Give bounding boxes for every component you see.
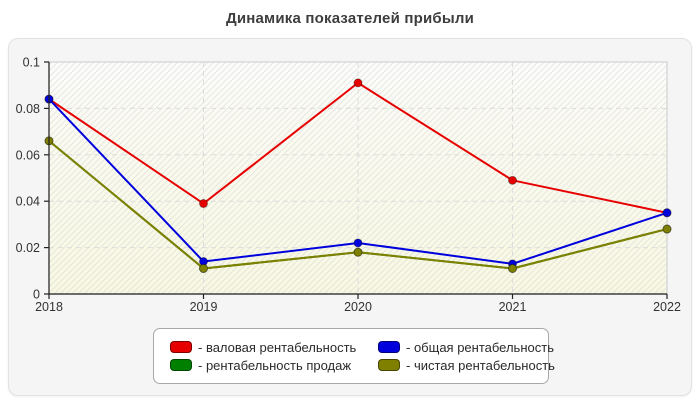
x-tick-label: 2019 xyxy=(190,300,218,314)
line-chart: 0 0.02 0.04 0.06 0.08 0.1 2018 2019 2020 2021 2022 xyxy=(16,56,681,315)
data-point-чистая рентабельность-2021 xyxy=(508,263,517,273)
plot-area-hatch xyxy=(49,62,667,294)
legend-item-чистая рентабельность: - чистая рентабельность xyxy=(378,358,555,373)
y-tick-label: 0.08 xyxy=(16,102,40,116)
data-point-валовая рентабельность-2020 xyxy=(353,78,363,88)
legend-label: - рентабельность продаж xyxy=(198,357,352,373)
legend-label: - валовая рентабельность xyxy=(198,339,357,355)
y-tick-label: 0.1 xyxy=(23,56,40,70)
chart-title: Динамика показателей прибыли xyxy=(225,10,475,27)
legend-item-валовая рентабельность: - валовая рентабельность xyxy=(170,340,378,355)
y-tick-label: 0 xyxy=(33,288,40,302)
legend-label: - чистая рентабельность xyxy=(406,357,555,373)
y-tick-label: 0.06 xyxy=(16,148,40,162)
chart-panel: 0 0.02 0.04 0.06 0.08 0.1 2018 2019 2020 2021 2022… xyxy=(8,38,692,396)
x-tick-label: 2022 xyxy=(653,300,681,314)
legend-label: - общая рентабельность xyxy=(406,339,554,355)
legend-swatch-icon xyxy=(378,359,400,371)
y-tick-label: 0.04 xyxy=(16,195,40,209)
data-point-общая рентабельность-2020 xyxy=(353,238,363,248)
data-point-чистая рентабельность-2020 xyxy=(353,247,363,257)
y-tick-label: 0.02 xyxy=(16,241,40,255)
data-point-чистая рентабельность-2019 xyxy=(199,263,208,273)
x-tick-label: 2018 xyxy=(35,300,63,314)
axes xyxy=(44,61,668,299)
legend-item-общая рентабельность: - общая рентабельность xyxy=(378,340,555,355)
tick-labels: 0 0.02 0.04 0.06 0.08 0.1 2018 2019 2020 2021 2022 xyxy=(16,56,681,315)
legend: - валовая рентабельность - общая рентабел… xyxy=(153,328,555,384)
legend-swatch-icon xyxy=(170,341,192,353)
data-point-чистая рентабельность-2022 xyxy=(662,224,672,234)
data-point-общая рентабельность-2022 xyxy=(662,208,672,218)
data-point-валовая рентабельность-2019 xyxy=(199,199,208,209)
legend-item-рентабельность продаж: - рентабельность продаж xyxy=(170,358,378,373)
series-layer xyxy=(44,78,672,273)
x-tick-label: 2020 xyxy=(344,300,372,314)
legend-swatch-icon xyxy=(378,341,400,353)
data-point-валовая рентабельность-2021 xyxy=(508,175,517,185)
x-tick-label: 2021 xyxy=(499,300,527,314)
legend-swatch-icon xyxy=(170,359,192,371)
